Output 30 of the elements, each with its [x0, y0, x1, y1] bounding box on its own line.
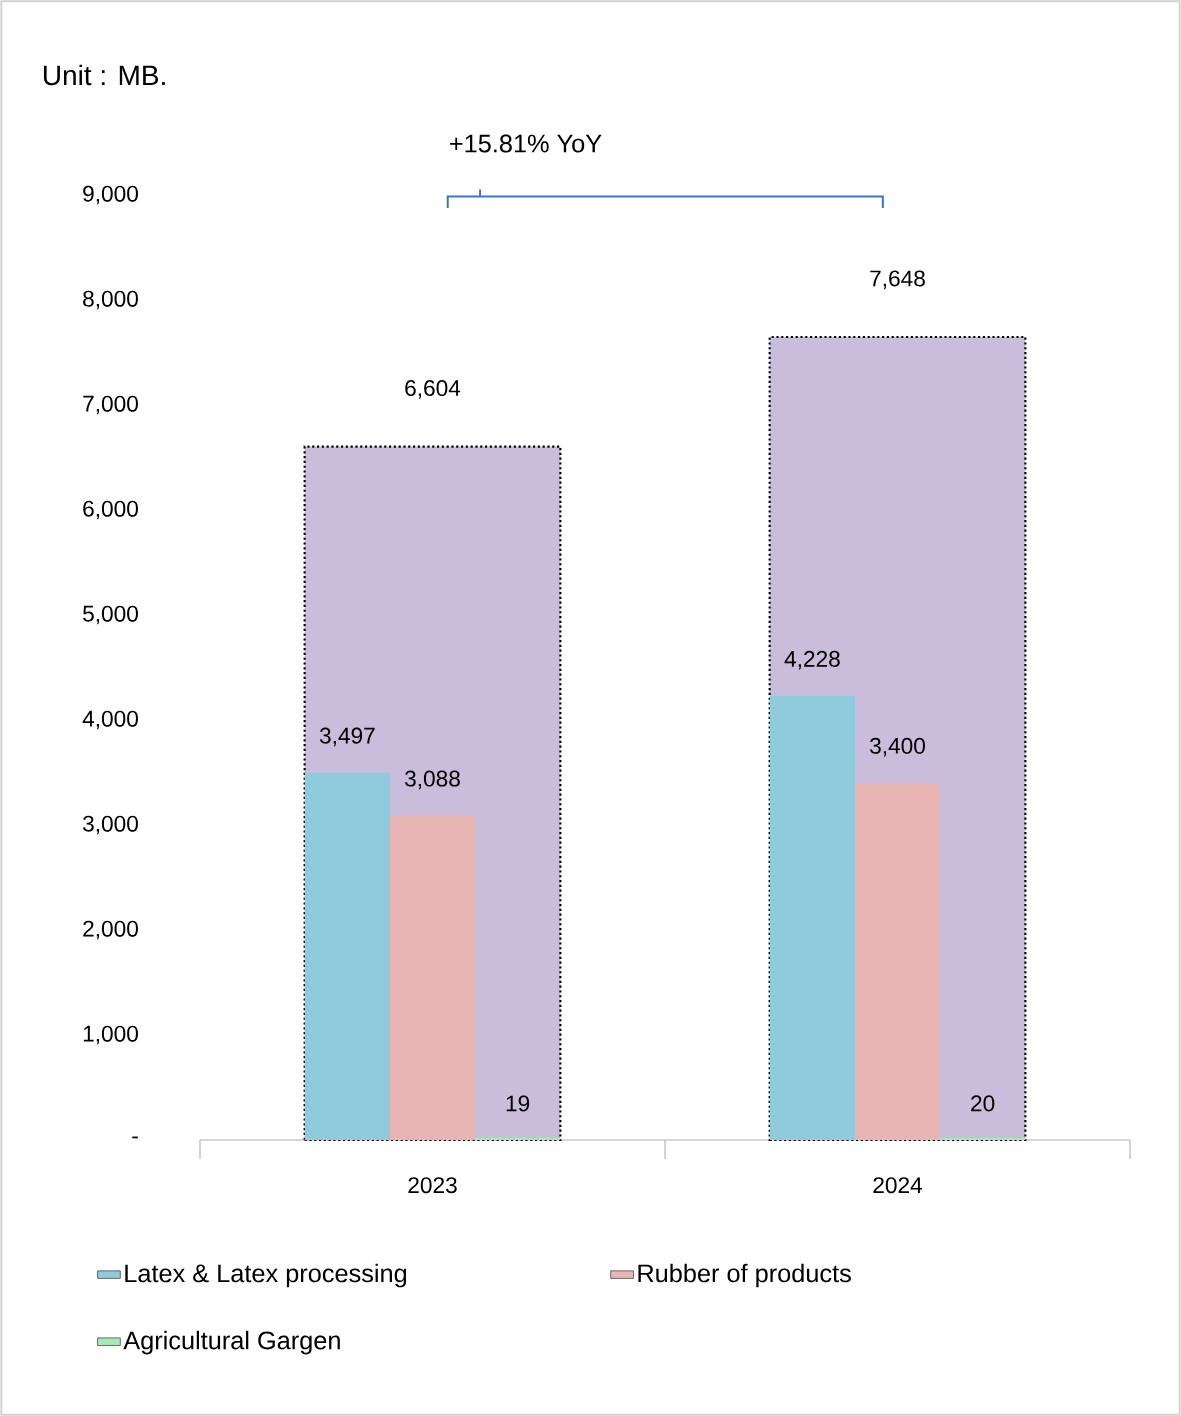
legend-label: Latex & Latex processing — [125, 1263, 407, 1288]
y-tick-label: 7,000 — [83, 395, 138, 415]
legend-label: Agricultural Gargen — [123, 1330, 340, 1355]
data-label: 3,400 — [870, 737, 925, 757]
y-tick-label: 1,000 — [83, 1025, 138, 1045]
data-label: 3,497 — [319, 727, 375, 747]
y-tick-label: 3,000 — [82, 815, 138, 835]
y-tick-label: 9,000 — [83, 185, 138, 205]
data-label: 19 — [506, 1095, 530, 1112]
y-tick-label: 6,000 — [83, 500, 138, 520]
y-tick-label: 4,000 — [82, 710, 138, 730]
data-label: 7,648 — [870, 270, 925, 290]
y-tick-label: 2,000 — [83, 920, 138, 940]
x-tick-label: 2024 — [873, 1177, 923, 1194]
bar — [769, 696, 855, 1140]
bar — [389, 815, 476, 1140]
y-tick-label: 8,000 — [83, 290, 138, 310]
bar — [940, 1137, 1026, 1140]
data-label: 20 — [971, 1095, 995, 1112]
bar — [854, 783, 941, 1140]
legend-label: Rubber of products — [638, 1263, 851, 1288]
data-label: 3,088 — [405, 770, 460, 790]
x-tick-label: 2023 — [408, 1177, 457, 1194]
data-label: 6,604 — [405, 380, 461, 399]
chart-title: Unit : MB. — [43, 64, 165, 86]
y-tick-label: - — [132, 1136, 138, 1139]
bar — [304, 772, 390, 1140]
data-label: 4,228 — [784, 650, 840, 670]
y-tick-label: 5,000 — [83, 605, 138, 625]
text: +15.81% YoY — [450, 134, 602, 153]
